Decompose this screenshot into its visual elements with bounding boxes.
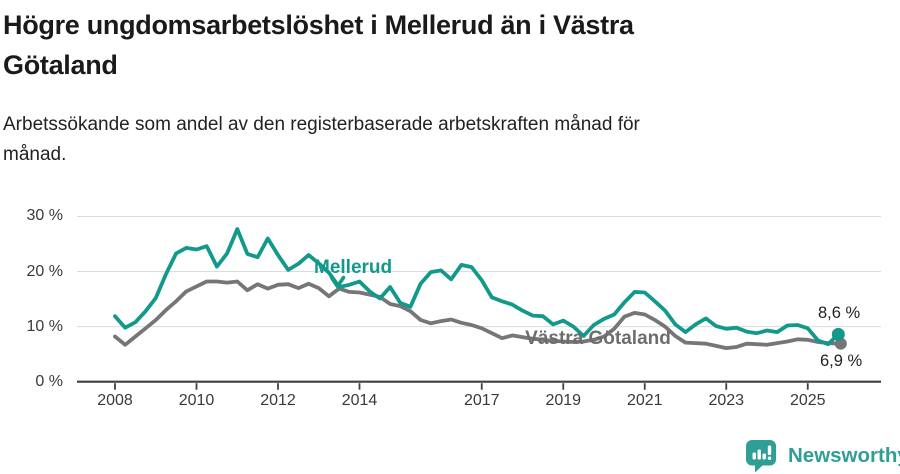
end-value-label-mellerud: 8,6 % [818, 304, 861, 322]
series-label-vastra-gotaland: Västra Götaland [525, 328, 671, 349]
x-axis-label-2014: 2014 [341, 392, 378, 409]
y-axis-label-10: 10 % [26, 317, 63, 335]
chart-subtitle-line-2: månad. [3, 144, 67, 165]
chart-subtitle-line-1: Arbetssökande som andel av den registerb… [3, 114, 640, 135]
newsworthy-logo-icon [746, 440, 776, 473]
y-axis-label-0: 0 % [35, 372, 63, 390]
mellerud-arrow-down-icon [329, 275, 346, 289]
x-axis-label-2008: 2008 [97, 392, 133, 409]
page-title-line-1: Högre ungdomsarbetslöshet i Mellerud än … [3, 10, 634, 40]
end-dot-mellerud [831, 327, 845, 341]
page-title-line-2: Götaland [3, 50, 118, 80]
y-axis-label-30: 30 % [26, 207, 63, 225]
series-label-mellerud: Mellerud [314, 257, 393, 278]
x-axis-label-2017: 2017 [463, 392, 500, 409]
x-axis-label-2010: 2010 [178, 392, 215, 409]
x-axis-label-2019: 2019 [545, 392, 582, 409]
newsworthy-logo-text: Newsworthy [788, 444, 900, 467]
x-axis-label-2025: 2025 [789, 392, 826, 409]
series-line-vastra-gotaland [113, 279, 841, 351]
x-axis-label-2021: 2021 [626, 392, 663, 409]
x-axis-label-2012: 2012 [260, 392, 296, 409]
series-line-mellerud [113, 227, 841, 347]
y-axis-label-20: 20 % [26, 262, 63, 280]
newsworthy-logo[interactable]: Newsworthy [746, 440, 900, 474]
end-value-label-vastra-gotaland: 6,9 % [820, 352, 863, 370]
x-axis-label-2023: 2023 [708, 392, 745, 409]
